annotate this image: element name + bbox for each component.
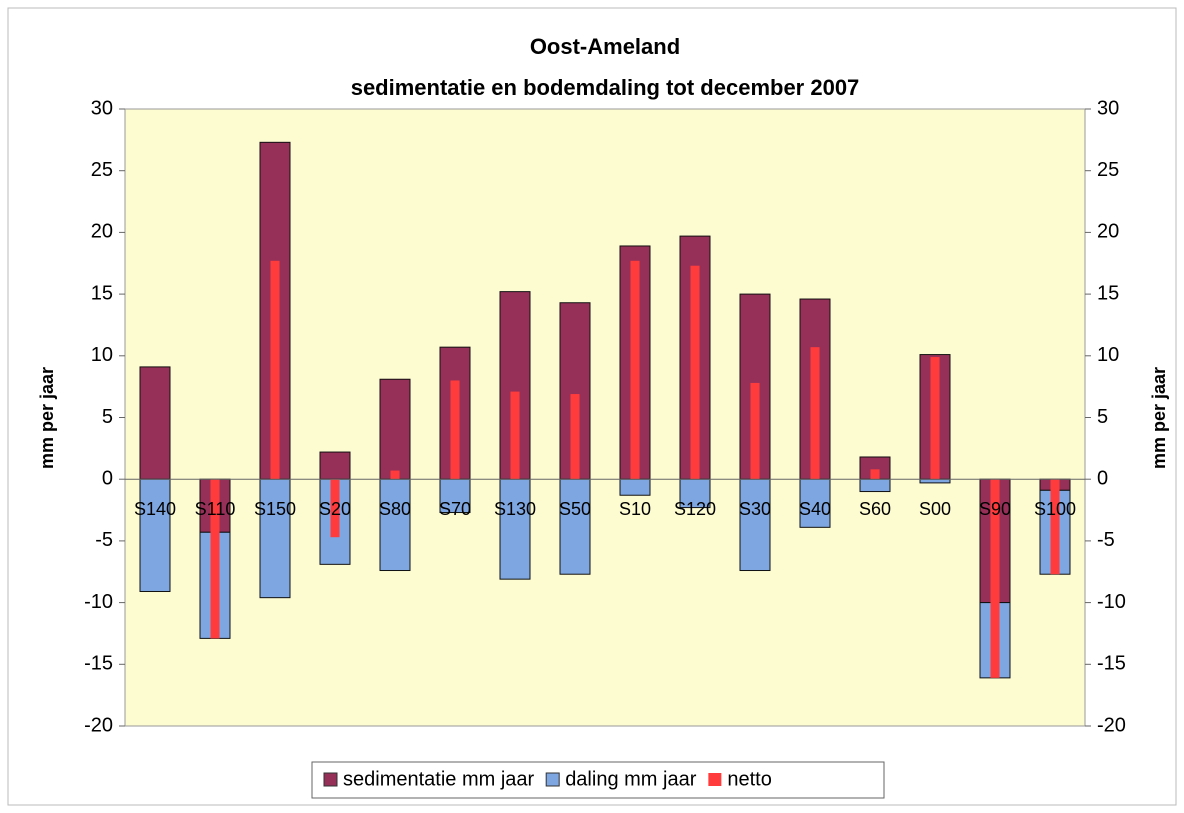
bar [330, 479, 340, 538]
bar [270, 260, 280, 480]
bar [450, 380, 460, 480]
x-tick-label: S10 [619, 499, 651, 519]
y2-tick-label: 15 [1097, 282, 1119, 304]
bar [390, 470, 400, 480]
y2-tick-label: 20 [1097, 221, 1119, 243]
x-tick-label: S150 [254, 499, 296, 519]
x-tick-label: S50 [559, 499, 591, 519]
x-tick-label: S60 [859, 499, 891, 519]
legend-label: daling mm jaar [565, 768, 697, 790]
bar [739, 478, 771, 572]
x-tick-label: S110 [195, 499, 236, 519]
y-tick-label: 30 [91, 97, 113, 119]
legend-swatch [708, 773, 722, 786]
x-tick-label: S120 [674, 499, 716, 519]
y2-tick-label: -20 [1097, 714, 1126, 736]
bar [630, 260, 640, 480]
y2-tick-label: -15 [1097, 653, 1126, 675]
x-tick-label: S100 [1034, 499, 1076, 519]
bar [750, 382, 760, 480]
y2-tick-label: 30 [1097, 97, 1119, 119]
bar [990, 479, 1000, 678]
x-tick-label: S70 [439, 499, 471, 519]
bar [499, 478, 531, 580]
y-tick-label: 10 [91, 344, 113, 366]
bar [139, 478, 171, 592]
bar [210, 479, 220, 639]
x-tick-label: S00 [919, 499, 951, 519]
y2-axis-label: mm per jaar [1149, 367, 1169, 469]
y-tick-label: 25 [91, 159, 113, 181]
y-tick-label: -20 [84, 714, 113, 736]
y2-tick-label: 25 [1097, 159, 1119, 181]
y2-tick-label: -5 [1097, 529, 1115, 551]
bar [379, 478, 411, 572]
bar [319, 451, 351, 480]
y2-tick-label: 10 [1097, 344, 1119, 366]
bar [570, 394, 580, 480]
bar [1050, 479, 1060, 575]
bar [930, 357, 940, 480]
x-tick-label: S30 [739, 499, 771, 519]
y-tick-label: 20 [91, 221, 113, 243]
bar [919, 478, 951, 484]
x-tick-label: S130 [494, 499, 536, 519]
y-tick-label: -15 [84, 653, 113, 675]
chart-subtitle: sedimentatie en bodemdaling tot december… [351, 75, 860, 100]
legend-swatch [545, 772, 560, 787]
y-tick-label: 15 [91, 282, 113, 304]
y-tick-label: 0 [102, 467, 113, 489]
bar [379, 378, 411, 480]
x-tick-label: S20 [319, 499, 351, 519]
bar [679, 478, 711, 509]
legend-swatch [323, 772, 338, 787]
y2-tick-label: -10 [1097, 591, 1126, 613]
legend-box [311, 761, 885, 799]
bar [139, 366, 171, 480]
bar [259, 478, 291, 599]
x-tick-label: S140 [134, 499, 176, 519]
legend-label: netto [727, 768, 771, 790]
y2-tick-label: 0 [1097, 467, 1108, 489]
bar [559, 478, 591, 575]
bar [690, 265, 700, 480]
bar [810, 347, 820, 480]
y-axis-label: mm per jaar [37, 367, 57, 469]
x-tick-label: S90 [979, 499, 1011, 519]
bar [510, 391, 520, 480]
chart-title: Oost-Ameland [530, 34, 680, 59]
y-tick-label: 5 [102, 406, 113, 428]
legend-label: sedimentatie mm jaar [343, 768, 535, 790]
x-tick-label: S80 [379, 499, 411, 519]
bar [870, 469, 880, 480]
y-tick-label: -10 [84, 591, 113, 613]
y-tick-label: -5 [95, 529, 113, 551]
y2-tick-label: 5 [1097, 406, 1108, 428]
x-tick-label: S40 [799, 499, 831, 519]
bar [619, 478, 651, 496]
bar [439, 478, 471, 514]
bar [859, 478, 891, 493]
